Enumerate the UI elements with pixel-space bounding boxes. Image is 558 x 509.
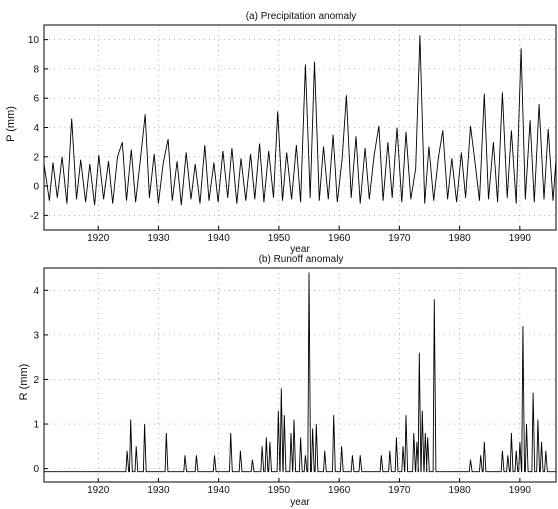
y-axis-ticks-runoff: 0 1 2 3 4 — [33, 286, 48, 475]
y-tick-label-precipitation: 0 — [33, 182, 39, 193]
x-tick-label-runoff: 1950 — [268, 485, 291, 496]
chart-title-precipitation: (a) Precipitation anomaly — [246, 11, 357, 22]
y-tick-label-runoff: 4 — [33, 286, 39, 297]
panel-precipitation: (a) Precipitation anomaly 1920 1930 1940 19… — [5, 11, 557, 255]
plot-frame-runoff — [43, 267, 557, 483]
x-tick-label-precipitation: 1960 — [328, 233, 351, 244]
y-axis-ticks-precipitation: -2 0 2 4 6 8 10 — [28, 35, 48, 222]
y-tick-label-runoff: 1 — [33, 420, 39, 431]
panel-runoff: (b) Runoff anomaly 1920 1930 1940 1950 1960 1… — [18, 254, 557, 508]
x-tick-label-precipitation: 1920 — [87, 233, 110, 244]
x-tick-label-precipitation: 1990 — [509, 233, 532, 244]
y-tick-label-runoff: 3 — [33, 330, 39, 341]
x-tick-label-runoff: 1980 — [448, 485, 471, 496]
y-tick-label-precipitation: 8 — [33, 64, 39, 75]
x-axis-ticks-precipitation: 1920 1930 1940 1950 1960 1970 1980 1990 — [87, 226, 531, 244]
x-tick-label-runoff: 1930 — [147, 485, 170, 496]
y-tick-label-precipitation: 6 — [33, 94, 39, 105]
y-tick-label-runoff: 0 — [33, 464, 39, 475]
x-tick-label-runoff: 1970 — [388, 485, 411, 496]
x-tick-label-precipitation: 1950 — [268, 233, 291, 244]
x-tick-label-runoff: 1940 — [208, 485, 231, 496]
y-tick-label-precipitation: 4 — [33, 123, 39, 134]
x-tick-label-runoff: 1990 — [509, 485, 532, 496]
y-tick-label-precipitation: 2 — [33, 152, 39, 163]
x-axis-ticks-runoff: 1920 1930 1940 1950 1960 1970 1980 1990 — [87, 478, 531, 496]
chart-title-runoff: (b) Runoff anomaly — [259, 254, 344, 265]
x-tick-label-precipitation: 1970 — [388, 233, 411, 244]
y-tick-label-runoff: 2 — [33, 375, 39, 386]
y-axis-label-runoff: R (mm) — [18, 364, 30, 401]
y-axis-label-precipitation: P (mm) — [5, 106, 17, 142]
x-tick-label-precipitation: 1980 — [448, 233, 471, 244]
x-tick-label-precipitation: 1930 — [147, 233, 170, 244]
x-tick-label-runoff: 1920 — [87, 485, 110, 496]
y-tick-label-precipitation: 10 — [28, 35, 40, 46]
x-axis-label-precipitation: year — [290, 244, 310, 255]
gridlines-precipitation — [44, 25, 556, 230]
x-axis-label-runoff: year — [290, 497, 310, 508]
y-tick-label-precipitation: -2 — [30, 211, 39, 222]
series-line-precipitation — [43, 35, 557, 206]
series-line-runoff — [44, 272, 556, 473]
x-tick-label-precipitation: 1940 — [208, 233, 231, 244]
x-tick-label-runoff: 1960 — [328, 485, 351, 496]
